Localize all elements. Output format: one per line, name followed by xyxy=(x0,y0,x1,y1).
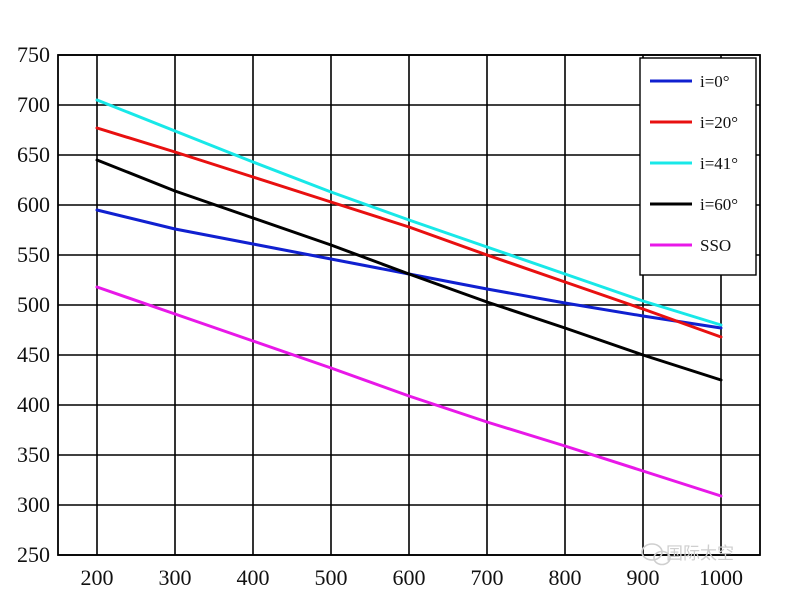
y-tick-label: 300 xyxy=(17,492,50,517)
x-tick-label: 500 xyxy=(315,565,348,590)
x-tick-labels: 200 300 400 500 600 700 800 900 1000 xyxy=(81,565,744,590)
plot-frame xyxy=(57,54,761,556)
x-tick-label: 1000 xyxy=(699,565,743,590)
series-line-5 xyxy=(95,285,723,498)
legend-label-1: i=0° xyxy=(700,72,730,91)
legend-box xyxy=(639,57,757,276)
series-line-2 xyxy=(95,126,723,339)
legend-label-3: i=41° xyxy=(700,154,738,173)
series-line-3 xyxy=(95,98,723,327)
series-lines xyxy=(95,98,723,498)
y-tick-labels: 250 300 350 400 450 500 550 600 650 700 750 xyxy=(17,42,50,567)
watermark-brand: 国际太空 xyxy=(666,544,734,564)
y-tick-label: 400 xyxy=(17,392,50,417)
y-tick-label: 350 xyxy=(17,442,50,467)
y-tick-label: 550 xyxy=(17,242,50,267)
y-tick-label: 500 xyxy=(17,292,50,317)
y-tick-label: 600 xyxy=(17,192,50,217)
watermark: 国际太空 xyxy=(641,543,734,566)
x-tick-label: 800 xyxy=(549,565,582,590)
x-tick-label: 600 xyxy=(393,565,426,590)
series-line-4 xyxy=(95,158,723,382)
x-tick-label: 200 xyxy=(81,565,114,590)
legend-label-5: SSO xyxy=(700,236,731,255)
y-tick-label: 450 xyxy=(17,342,50,367)
x-tick-label: 700 xyxy=(471,565,504,590)
x-tick-label: 900 xyxy=(627,565,660,590)
legend-label-2: i=20° xyxy=(700,113,738,132)
y-tick-label: 750 xyxy=(17,42,50,67)
y-tick-label: 250 xyxy=(17,542,50,567)
y-tick-label: 700 xyxy=(17,92,50,117)
legend-label-4: i=60° xyxy=(700,195,738,214)
x-tick-label: 300 xyxy=(159,565,192,590)
legend: i=0° i=20° i=41° i=60° SSO xyxy=(639,57,757,276)
wechat-icon xyxy=(641,543,671,566)
y-tick-label: 650 xyxy=(17,142,50,167)
plot-border xyxy=(57,54,761,556)
x-tick-label: 400 xyxy=(237,565,270,590)
